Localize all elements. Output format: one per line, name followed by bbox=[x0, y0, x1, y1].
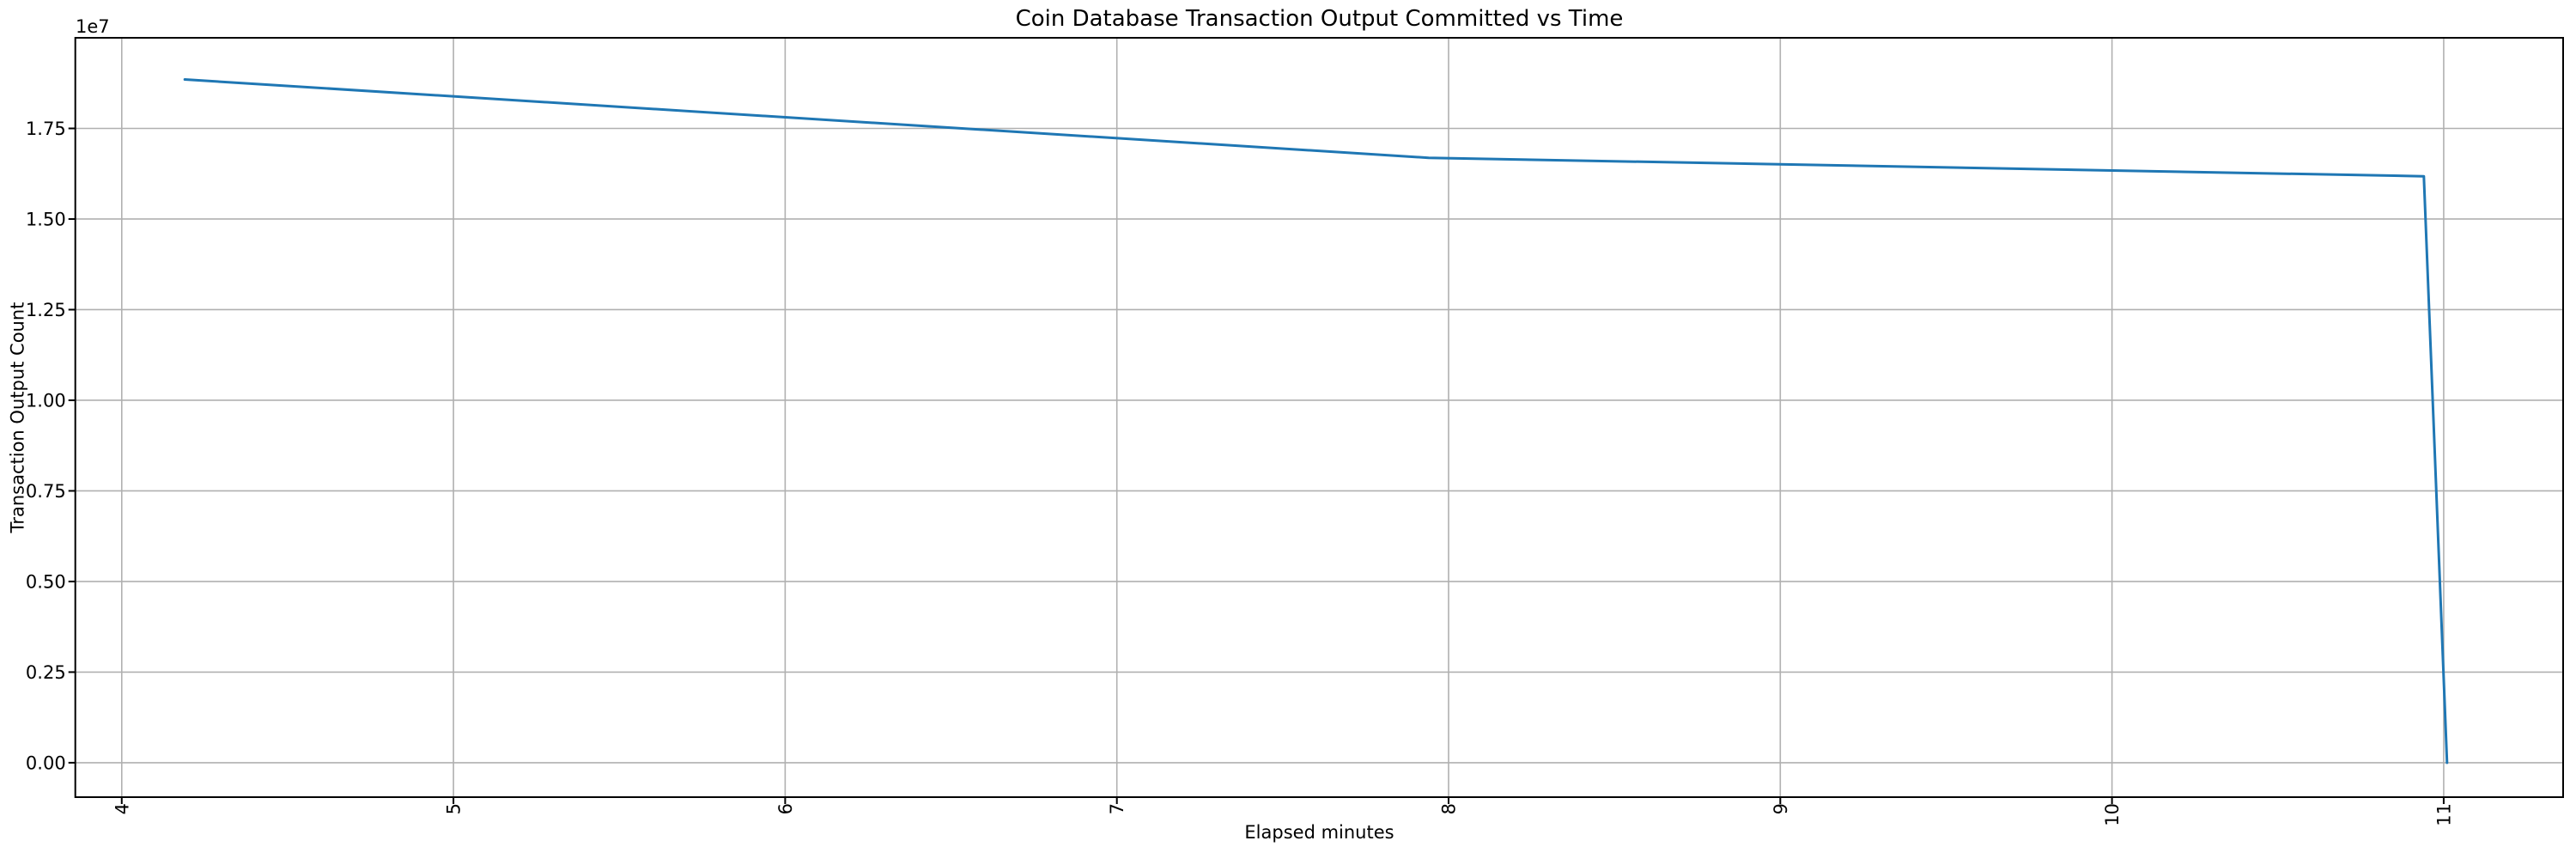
y-tick-label: 1.25 bbox=[26, 300, 66, 320]
y-tick-label: 0.75 bbox=[26, 481, 66, 502]
x-tick-label: 8 bbox=[1439, 803, 1460, 814]
x-tick-label: 9 bbox=[1771, 803, 1791, 814]
x-tick-label: 6 bbox=[775, 803, 796, 814]
x-tick-label: 4 bbox=[112, 803, 132, 814]
y-tick-label: 0.50 bbox=[26, 571, 66, 592]
y-tick-label: 1.50 bbox=[26, 209, 66, 229]
data-line bbox=[183, 78, 2449, 765]
y-tick-label: 0.25 bbox=[26, 662, 66, 683]
y-tick-label: 1.00 bbox=[26, 390, 66, 411]
y-axis-offset-label: 1e7 bbox=[76, 16, 110, 37]
x-tick-label: 5 bbox=[444, 803, 465, 814]
x-tick-label: 10 bbox=[2102, 803, 2123, 826]
y-tick-label: 1.75 bbox=[26, 119, 66, 139]
y-tick-label: 0.00 bbox=[26, 752, 66, 773]
axes-spines bbox=[74, 37, 2565, 798]
x-tick-label: 11 bbox=[2433, 803, 2454, 826]
x-tick-label: 7 bbox=[1107, 803, 1127, 814]
chart-title: Coin Database Transaction Output Committ… bbox=[1015, 6, 1624, 32]
x-axis-label: Elapsed minutes bbox=[1244, 822, 1394, 843]
